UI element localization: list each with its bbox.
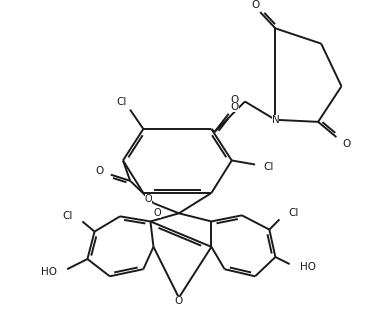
Text: HO: HO <box>41 267 57 277</box>
Text: N: N <box>272 115 279 125</box>
Text: O: O <box>175 296 183 306</box>
Text: O: O <box>342 139 351 149</box>
Text: O: O <box>154 208 161 218</box>
Text: Cl: Cl <box>263 162 273 172</box>
Text: Cl: Cl <box>289 208 299 218</box>
Text: HO: HO <box>300 262 316 272</box>
Text: Cl: Cl <box>117 97 127 107</box>
Text: O: O <box>145 194 152 204</box>
Text: O: O <box>251 0 259 10</box>
Text: O: O <box>231 94 239 105</box>
Text: Cl: Cl <box>62 211 72 221</box>
Text: O: O <box>231 102 239 112</box>
Text: O: O <box>96 166 104 176</box>
